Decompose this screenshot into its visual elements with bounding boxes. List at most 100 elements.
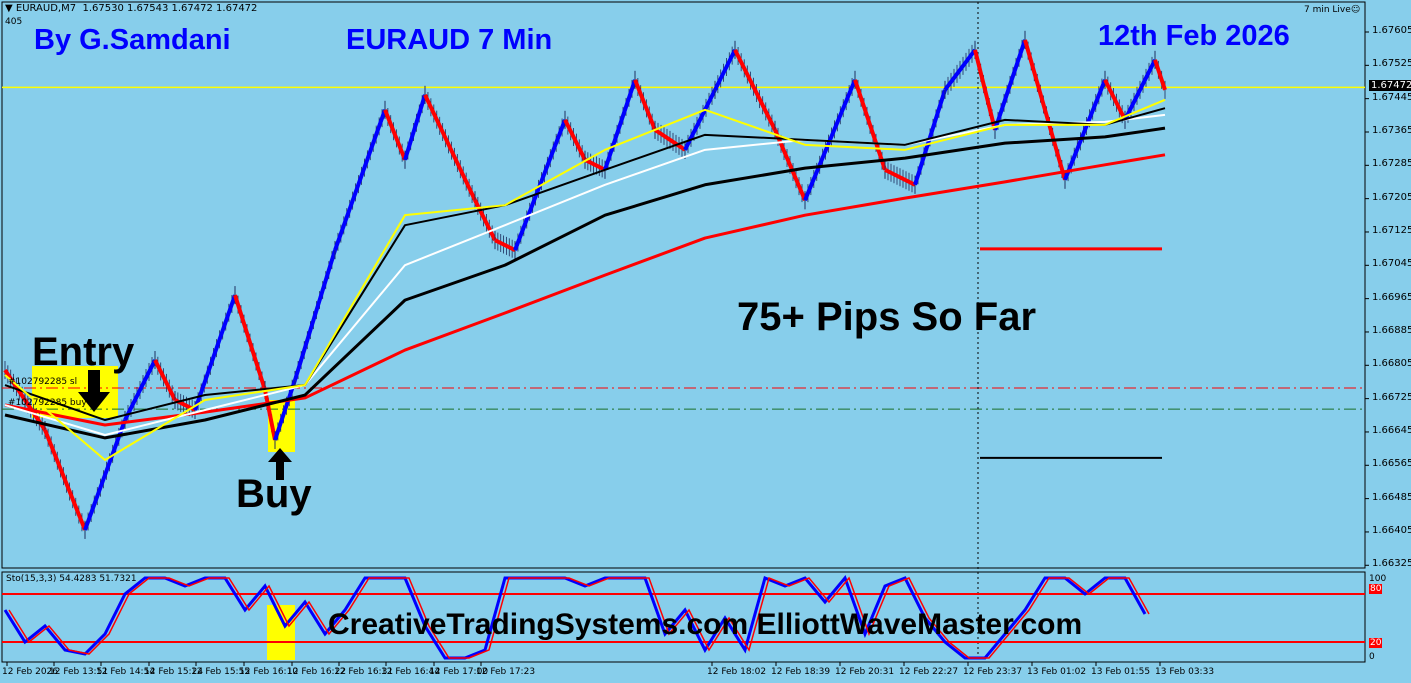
live-label: 7 min Live☺ — [1304, 5, 1360, 15]
price-tick: 1.67365 — [1372, 124, 1411, 136]
price-segment-down — [584, 158, 606, 172]
moving-average-line — [4, 98, 1166, 461]
time-tick: 12 Feb 23:37 — [963, 667, 1023, 677]
websites-text: CreativeTradingSystems.com ElliottWaveMa… — [328, 608, 1083, 641]
time-tick: 12 Feb 15:24 — [144, 667, 204, 677]
price-segment-up — [993, 39, 1027, 131]
stochastic-tick: 20 — [1369, 638, 1383, 648]
price-segment-up — [403, 94, 427, 161]
price-segment-up — [333, 109, 387, 251]
price-segment-up — [193, 294, 237, 411]
price-segment-up — [1123, 58, 1157, 121]
price-tick: 1.66805 — [1372, 358, 1411, 370]
price-tick: 1.66725 — [1372, 391, 1411, 403]
price-segment-down — [153, 359, 177, 401]
time-tick: 12 Feb 18:02 — [707, 667, 767, 677]
stochastic-frame — [1, 571, 1366, 663]
date-text: 12th Feb 2026 — [1098, 20, 1290, 52]
time-tick: 12 Feb 13:51 — [49, 667, 109, 677]
price-tick: 1.67525 — [1372, 58, 1411, 70]
price-segment-down — [423, 94, 477, 202]
sl-label: #102792285 sl — [8, 377, 78, 387]
price-segment-up — [713, 49, 737, 91]
price-tick: 1.67605 — [1372, 25, 1411, 36]
moving-average-line — [4, 126, 1166, 440]
price-tick: 1.66405 — [1372, 524, 1411, 536]
current-price-label: 1.67472 — [1369, 80, 1411, 91]
stochastic-tick: 100 — [1369, 574, 1387, 584]
price-segment-down — [633, 79, 657, 131]
price-tick: 1.66565 — [1372, 458, 1411, 470]
price-segment-down — [853, 79, 887, 171]
time-tick: 12 Feb 2026 — [2, 667, 59, 677]
time-tick: 13 Feb 01:02 — [1027, 667, 1087, 677]
stochastic-main-line — [3, 575, 1147, 660]
entry-text: Entry — [32, 330, 135, 374]
time-tick: 12 Feb 17:23 — [476, 667, 536, 677]
price-segment-down — [263, 389, 277, 441]
price-segment-down — [494, 238, 516, 252]
time-tick: 12 Feb 18:39 — [771, 667, 831, 677]
time-tick: 12 Feb 14:54 — [96, 667, 156, 677]
price-segment-down — [1023, 39, 1067, 181]
time-tick: 12 Feb 16:22 — [287, 667, 347, 677]
price-segment-down — [233, 294, 267, 391]
time-tick: 12 Feb 16:31 — [334, 667, 394, 677]
price-segment-up — [803, 79, 857, 201]
result-text: 75+ Pips So Far — [737, 295, 1037, 339]
price-segment-down — [563, 118, 587, 161]
ohlc-values: 1.67530 1.67543 1.67472 1.67472 — [82, 3, 258, 14]
price-tick: 1.66645 — [1372, 424, 1411, 436]
time-tick: 13 Feb 01:55 — [1091, 667, 1151, 677]
price-segment-up — [293, 249, 337, 381]
time-tick: 12 Feb 15:55 — [191, 667, 251, 677]
symbol: EURAUD,M7 — [15, 3, 77, 14]
price-tick: 1.67125 — [1372, 224, 1411, 236]
price-segment-up — [943, 48, 977, 92]
price-tick: 1.67285 — [1372, 158, 1411, 170]
pair-text: EURAUD 7 Min — [346, 24, 553, 56]
price-segment-up — [273, 379, 297, 441]
buy-text: Buy — [236, 472, 312, 516]
live-text: 7 min Live — [1304, 5, 1351, 15]
buy-order-label: #102792285 buy — [8, 398, 87, 408]
price-segment-down — [1103, 78, 1127, 121]
stochastic-buy-box — [267, 605, 295, 660]
price-segment-down — [733, 49, 777, 131]
moving-average-line — [4, 153, 1166, 427]
price-tick: 1.66965 — [1372, 291, 1411, 303]
header-sub: 405 — [5, 17, 23, 27]
price-segment-down — [383, 109, 407, 161]
stochastic-tick: 0 — [1369, 652, 1375, 662]
time-tick: 12 Feb 16:44 — [381, 667, 441, 677]
price-tick: 1.66885 — [1372, 324, 1411, 336]
arrow-down-icon — [78, 370, 110, 412]
main-frame — [1, 1, 1366, 569]
price-segment-up — [913, 89, 947, 186]
time-tick: 12 Feb 16:10 — [239, 667, 299, 677]
stochastic-tick: 80 — [1369, 584, 1383, 594]
arrow-up-icon — [268, 448, 292, 480]
stochastic-label: Sto(15,3,3) 54.4283 51.7321 — [6, 574, 137, 584]
time-tick: 13 Feb 03:33 — [1155, 667, 1215, 677]
time-tick: 12 Feb 22:27 — [899, 667, 959, 677]
smiley-icon: ☺ — [1350, 5, 1361, 15]
price-tick: 1.67445 — [1372, 91, 1411, 103]
price-tick: 1.66485 — [1372, 491, 1411, 503]
time-tick: 12 Feb 20:31 — [835, 667, 895, 677]
stochastic-signal-line — [8, 576, 1150, 659]
price-tick: 1.67045 — [1372, 258, 1411, 270]
time-tick: 12 Feb 17:00 — [429, 667, 489, 677]
price-tick: 1.66325 — [1372, 558, 1411, 570]
price-segment-down — [3, 368, 27, 402]
price-segment-up — [603, 79, 637, 171]
price-segment-up — [123, 359, 157, 421]
author-text: By G.Samdani — [34, 24, 231, 56]
moving-average-line — [4, 107, 1166, 422]
price-tick: 1.67205 — [1372, 191, 1411, 203]
price-segment-down — [653, 128, 687, 152]
price-segment-up — [83, 419, 127, 531]
price-segment-down — [884, 168, 916, 187]
price-segment-up — [1063, 79, 1107, 181]
